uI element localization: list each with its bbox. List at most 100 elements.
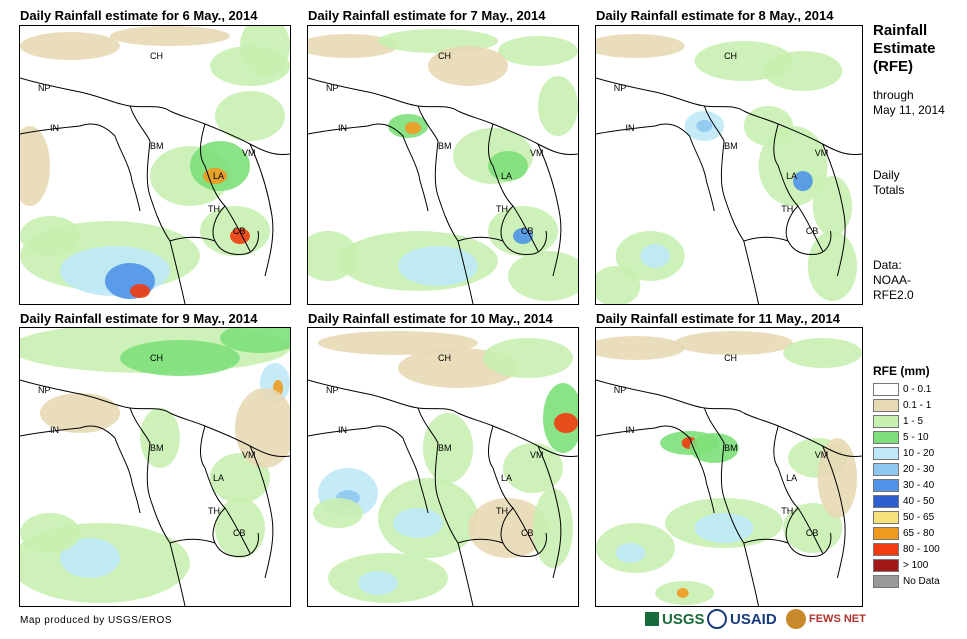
rainfall-area — [20, 32, 120, 60]
country-label-la: LA — [786, 473, 798, 483]
rainfall-area — [203, 168, 227, 184]
rainfall-area — [640, 244, 670, 268]
country-border — [537, 445, 562, 579]
country-border — [20, 425, 141, 514]
country-border — [773, 425, 824, 554]
legend-swatch — [873, 398, 899, 412]
legend-item: 20 - 30 — [873, 461, 934, 477]
country-border — [308, 123, 429, 212]
rainfall-area — [538, 76, 578, 136]
country-label-cb: CB — [805, 226, 819, 236]
country-border — [500, 507, 547, 557]
rainfall-area — [308, 231, 358, 281]
country-border — [212, 507, 259, 557]
rainfall-area — [812, 176, 853, 236]
legend-swatch — [873, 510, 899, 524]
legend-label: 80 - 100 — [903, 543, 940, 555]
country-label-ch: CH — [150, 51, 163, 61]
country-label-vm: VM — [530, 450, 544, 460]
country-label-in: IN — [338, 123, 347, 133]
rainfall-map-9-may: CH NP IN BM VM LA TH CB — [19, 327, 291, 607]
country-border — [129, 105, 186, 304]
rainfall-area — [596, 34, 685, 58]
country-border — [500, 205, 547, 255]
country-label-np: NP — [613, 83, 627, 93]
usgs-logo: USGS — [645, 606, 705, 632]
country-label-vm: VM — [242, 148, 256, 158]
country-border — [20, 379, 171, 414]
country-border — [822, 143, 846, 277]
legend-swatch — [873, 414, 899, 428]
sidebar-data-line2: NOAA- — [873, 273, 912, 287]
country-label-cb: CB — [233, 226, 246, 236]
rainfall-area — [533, 488, 573, 568]
country-border — [743, 412, 862, 457]
country-border — [743, 538, 789, 544]
rainfall-area — [130, 284, 150, 298]
panel-title-9-may: Daily Rainfall estimate for 9 May., 2014 — [20, 311, 258, 326]
country-border — [537, 143, 562, 277]
country-label-np: NP — [38, 83, 51, 93]
country-border — [457, 110, 578, 155]
rainfall-area — [40, 393, 120, 433]
sidebar-title-line2: Estimate — [873, 40, 936, 57]
sidebar-date: May 11, 2014 — [873, 103, 945, 117]
country-label-vm: VM — [814, 148, 829, 158]
rainfall-area — [508, 251, 578, 301]
country-border — [20, 77, 171, 112]
sidebar-data-line1: Data: — [873, 258, 902, 272]
legend-item: 5 - 10 — [873, 429, 929, 445]
rainfall-area — [20, 126, 50, 206]
rainfall-area — [110, 26, 230, 46]
rainfall-area — [743, 106, 794, 146]
rainfall-area — [220, 328, 290, 353]
country-label-np: NP — [38, 385, 51, 395]
country-label-ch: CH — [438, 51, 451, 61]
rainfall-area — [783, 338, 862, 368]
country-label-la: LA — [213, 473, 225, 483]
rainfall-area — [215, 91, 285, 141]
legend-label: 10 - 20 — [903, 447, 935, 459]
rainfall-area — [483, 338, 573, 378]
country-label-la: LA — [501, 171, 513, 181]
country-border — [169, 412, 290, 457]
country-label-cb: CB — [805, 528, 819, 538]
rainfall-map-svg — [596, 331, 862, 606]
legend-item: 0.1 - 1 — [873, 397, 931, 413]
country-label-in: IN — [625, 123, 635, 133]
rainfall-map-6-may: CH NP IN BM VM LA TH CB — [19, 25, 291, 305]
rainfall-area — [215, 498, 265, 558]
country-label-ch: CH — [438, 353, 451, 363]
panel-title-6-may: Daily Rainfall estimate for 6 May., 2014 — [20, 8, 258, 23]
usgs-mark-icon — [645, 612, 659, 626]
rainfall-area — [498, 36, 578, 66]
panel-title-8-may: Daily Rainfall estimate for 8 May., 2014 — [596, 8, 834, 23]
country-border — [308, 379, 459, 414]
legend-swatch — [873, 430, 899, 444]
country-border — [308, 425, 429, 514]
rainfall-area — [676, 588, 689, 598]
legend-item: 30 - 40 — [873, 477, 934, 493]
country-border — [169, 236, 216, 242]
rainfall-area — [793, 171, 813, 191]
sidebar-totals-line2: Totals — [873, 183, 905, 197]
country-label-in: IN — [625, 425, 635, 435]
country-label-in: IN — [338, 425, 347, 435]
rainfall-map-svg — [20, 328, 290, 606]
fewsnet-logo-text: FEWS NET — [809, 613, 866, 625]
country-label-la: LA — [213, 171, 225, 181]
legend-item: 80 - 100 — [873, 541, 940, 557]
country-border — [596, 123, 715, 212]
sidebar-data-line3: RFE2.0 — [873, 288, 914, 302]
country-border — [457, 236, 504, 242]
legend-swatch — [873, 382, 899, 396]
legend-swatch — [873, 462, 899, 476]
rainfall-area — [468, 498, 548, 558]
rainfall-area — [235, 388, 290, 468]
rainfall-area — [694, 513, 754, 543]
legend-item: 50 - 65 — [873, 509, 934, 525]
legend-swatch — [873, 558, 899, 572]
country-border — [169, 110, 290, 155]
legend-title: RFE (mm) — [873, 364, 930, 378]
legend-swatch — [873, 494, 899, 508]
